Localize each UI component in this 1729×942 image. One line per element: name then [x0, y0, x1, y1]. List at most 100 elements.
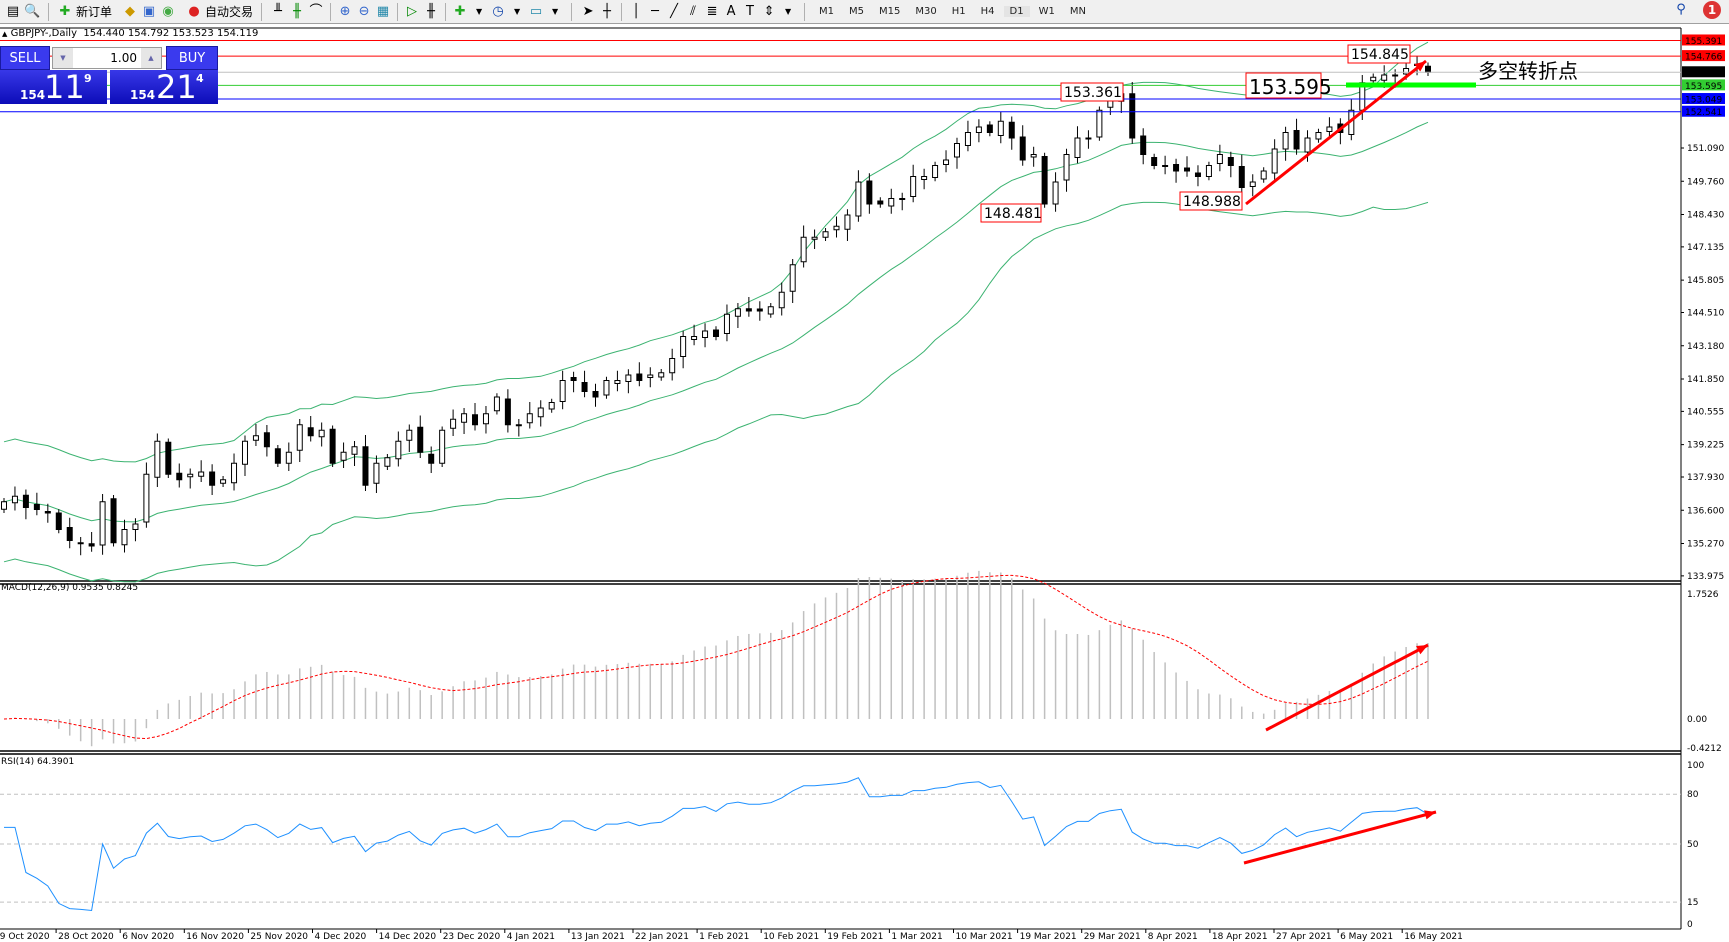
- candle-body: [964, 132, 971, 146]
- candle-body: [702, 330, 709, 338]
- periods-clock-icon[interactable]: ◷: [492, 3, 504, 19]
- dropdown-arrow-icon[interactable]: ▼: [551, 6, 559, 16]
- candle: [132, 518, 139, 542]
- cursor-icon[interactable]: ➤: [582, 3, 594, 19]
- line-chart-icon[interactable]: ⌒: [309, 3, 323, 19]
- date-label: 29 Mar 2021: [1084, 932, 1141, 942]
- sell-price[interactable]: 154 11 9: [0, 68, 107, 106]
- vertical-line-icon[interactable]: │: [632, 3, 640, 19]
- candle: [504, 389, 511, 433]
- candle: [66, 517, 73, 549]
- price-tick-label: 141.850: [1687, 375, 1724, 385]
- lot-size-value[interactable]: 1.00: [110, 51, 137, 65]
- candle: [844, 209, 851, 241]
- date-label: 16 Nov 2020: [186, 932, 244, 942]
- timeframe-h4[interactable]: H4: [980, 6, 995, 17]
- new-order-button[interactable]: ✚ 新订单: [52, 1, 117, 23]
- candle-body: [745, 308, 752, 312]
- chart-ohlc: 154.440 154.792 153.523 154.119: [83, 28, 259, 39]
- arrows-icon[interactable]: ⇕: [763, 3, 775, 19]
- candle: [461, 408, 468, 434]
- templates-icon[interactable]: ▭: [529, 3, 543, 19]
- candle: [77, 537, 84, 556]
- new-chart-icon[interactable]: ▤: [6, 3, 20, 19]
- dropdown-arrow-icon[interactable]: ▼: [475, 6, 483, 16]
- indicators-icon[interactable]: ✚: [454, 3, 466, 19]
- text-label-icon[interactable]: T: [746, 3, 754, 19]
- chart-shift-icon[interactable]: ╫: [427, 3, 435, 19]
- candle: [44, 503, 51, 523]
- text-icon[interactable]: A: [726, 3, 736, 19]
- auto-trading-button[interactable]: ● 自动交易: [181, 1, 258, 23]
- lot-decrease-icon[interactable]: ▼: [53, 48, 73, 68]
- candle-body: [1326, 126, 1333, 132]
- notification-badge[interactable]: 1: [1703, 1, 1721, 19]
- auto-scroll-icon[interactable]: ▷: [407, 3, 418, 19]
- candle: [975, 119, 982, 143]
- search-icon[interactable]: ⚲: [1676, 2, 1686, 17]
- candle: [307, 416, 314, 442]
- timeframe-h1[interactable]: H1: [951, 6, 966, 17]
- candle: [296, 419, 303, 462]
- candle-body: [844, 214, 851, 230]
- macd-signal-line: [3, 574, 1429, 740]
- candle: [1249, 174, 1256, 197]
- candle-body: [110, 498, 117, 544]
- bar-chart-icon[interactable]: ╨: [274, 3, 282, 19]
- candle: [55, 509, 62, 534]
- candle: [187, 468, 194, 489]
- price-tag-label: 153.595: [1685, 82, 1722, 92]
- dropdown-arrow-icon[interactable]: ▼: [513, 6, 521, 16]
- lot-size-stepper[interactable]: ▼ 1.00 ▲: [52, 47, 162, 69]
- candle-body: [132, 523, 139, 530]
- candle-body: [362, 446, 369, 486]
- date-label: 23 Dec 2020: [443, 932, 501, 942]
- timeframe-m15[interactable]: M15: [879, 6, 901, 17]
- candle-body: [1085, 137, 1092, 140]
- candlestick-icon[interactable]: ╫: [293, 3, 301, 19]
- lot-increase-icon[interactable]: ▲: [141, 48, 161, 68]
- date-label: 6 Nov 2020: [122, 932, 174, 942]
- tile-windows-icon[interactable]: ▦: [376, 3, 390, 19]
- candle: [362, 435, 369, 491]
- buy-price[interactable]: 154 21 4: [110, 68, 218, 106]
- candle: [680, 330, 687, 369]
- timeframe-mn[interactable]: MN: [1069, 6, 1086, 17]
- zoom-window-icon[interactable]: 🔍: [24, 3, 41, 19]
- collapse-triangle-icon[interactable]: ▲: [2, 30, 8, 38]
- macd-trend-arrow: [1265, 643, 1429, 732]
- candle: [1162, 155, 1169, 175]
- signals-icon[interactable]: ◉: [162, 3, 174, 19]
- turning-point-label: 多空转折点: [1478, 59, 1578, 83]
- candles: [1, 56, 1431, 556]
- equidistant-channel-icon[interactable]: ⫽: [690, 3, 696, 19]
- zoom-in-icon[interactable]: ⊕: [339, 3, 351, 19]
- timeframe-w1[interactable]: W1: [1038, 6, 1055, 17]
- candle: [252, 424, 259, 446]
- navigator-icon[interactable]: ▣: [142, 3, 156, 19]
- horizontal-line-icon[interactable]: ─: [651, 3, 659, 19]
- dropdown-arrow-icon[interactable]: ▼: [784, 6, 792, 16]
- rsi-tick-label: 100: [1687, 761, 1704, 771]
- candle: [1326, 117, 1333, 140]
- fibonacci-icon[interactable]: ≣: [706, 3, 718, 19]
- timeframe-d1[interactable]: D1: [1003, 6, 1030, 17]
- sell-button[interactable]: SELL: [0, 46, 50, 70]
- market-watch-icon[interactable]: ◆: [125, 3, 136, 19]
- candle-body: [548, 402, 555, 410]
- toolbar-group-draw: ➤ ┼ │ ─ ╱ ⫽ ≣ A T ⇕ ▼: [575, 1, 801, 23]
- date-label: 25 Nov 2020: [250, 932, 308, 942]
- candle: [1271, 139, 1278, 181]
- zoom-out-icon[interactable]: ⊖: [358, 3, 370, 19]
- trendline-icon[interactable]: ╱: [670, 3, 678, 19]
- timeframe-m1[interactable]: M1: [819, 6, 835, 17]
- timeframe-m30[interactable]: M30: [915, 6, 937, 17]
- buy-price-prefix: 154: [130, 88, 156, 102]
- price-chart[interactable]: 155.391 154.766 154.119 153.595 153.049 152.5…: [0, 24, 1729, 942]
- candle-body: [932, 165, 939, 178]
- candle-body: [209, 471, 216, 486]
- candle-body: [493, 396, 500, 412]
- buy-button[interactable]: BUY: [166, 46, 218, 70]
- timeframe-m5[interactable]: M5: [849, 6, 865, 17]
- crosshair-icon[interactable]: ┼: [603, 3, 611, 19]
